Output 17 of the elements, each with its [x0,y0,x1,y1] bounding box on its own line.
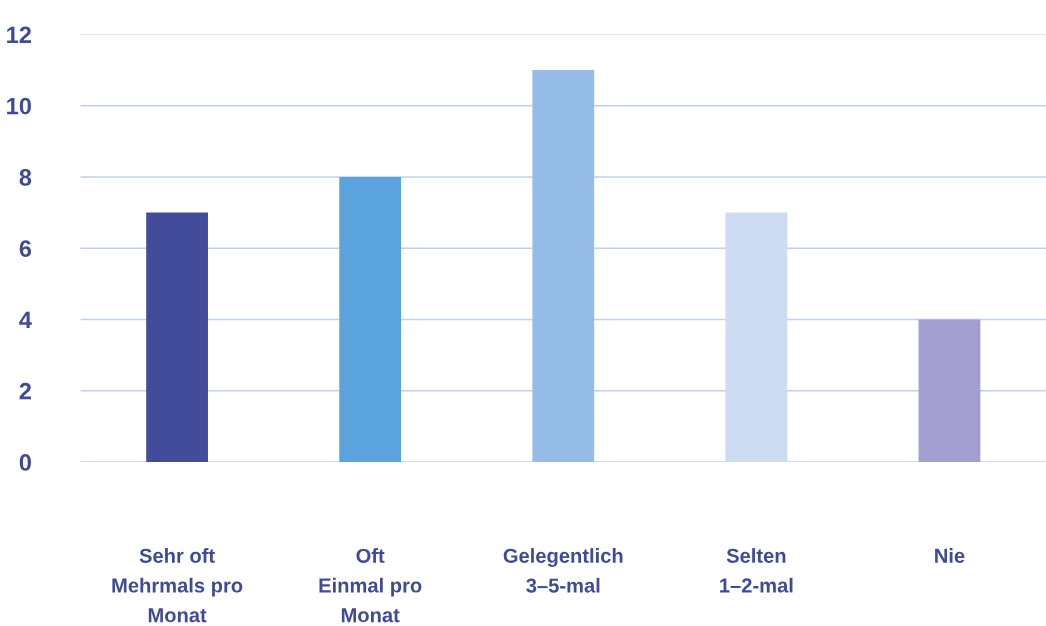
bar [532,70,595,462]
x-tick-label: Nie [935,548,965,563]
y-tick-label: 4 [19,311,32,329]
x-tick-label: Sehr oft Mehrmals pro Monat [112,548,243,623]
y-tick-label: 0 [19,454,31,471]
bar [339,176,402,462]
x-tick-label: Gelegentlich 3–5-mal [503,548,623,593]
bar [725,212,788,462]
bar [918,319,981,462]
y-tick-label: 10 [7,97,31,115]
y-tick-label: 12 [7,26,31,43]
y-tick-label: 8 [19,169,32,186]
y-tick-label: 6 [19,240,32,257]
bar [146,212,208,462]
x-tick-label: Oft Einmal pro Monat [319,548,422,623]
y-tick-label: 2 [19,382,31,400]
x-tick-label: Selten 1–2-mal [720,548,793,593]
